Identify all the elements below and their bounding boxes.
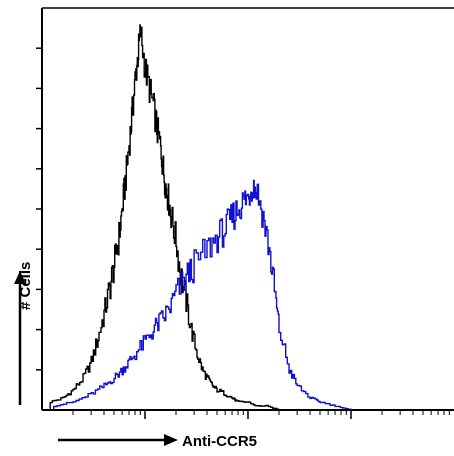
x-axis-label: Anti-CCR5 bbox=[182, 433, 257, 450]
axes bbox=[36, 7, 454, 419]
plot-area bbox=[49, 24, 352, 410]
y-axis-arrow bbox=[14, 271, 26, 405]
x-axis-arrow bbox=[58, 434, 178, 446]
series-control-line bbox=[49, 24, 280, 410]
series-anti-ccr5-line bbox=[53, 179, 352, 410]
